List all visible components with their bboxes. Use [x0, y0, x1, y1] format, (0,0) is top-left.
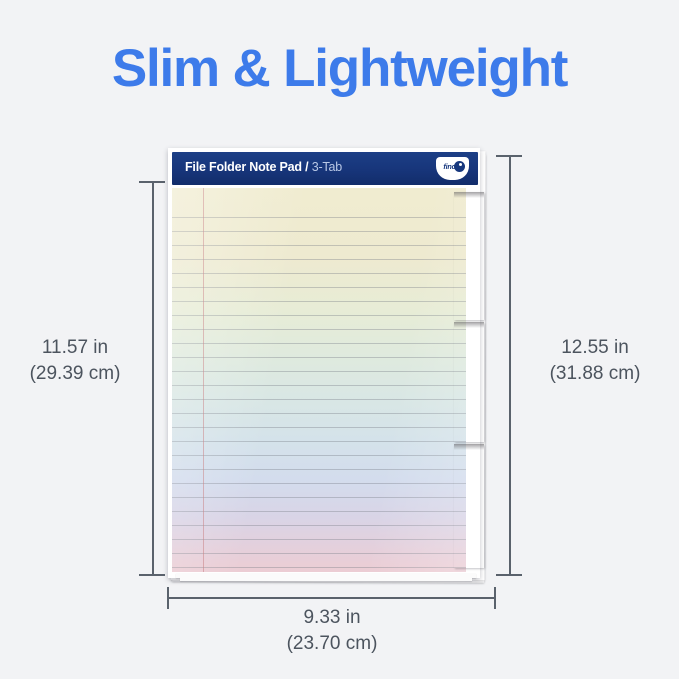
dimension-label-height-inner-in: 11.57 in — [41, 337, 109, 358]
pad-header-subtitle: 3-Tab — [311, 160, 342, 174]
dimension-label-width-cm: (23.70 cm) — [286, 633, 378, 654]
dimension-label-height-outer-cm: (31.88 cm) — [549, 363, 641, 384]
logo-swoosh-icon — [454, 160, 465, 172]
page-edge-upper — [176, 573, 476, 578]
dimension-cap-height-inner-top — [139, 181, 165, 183]
dimension-cap-height-outer-bottom — [496, 574, 522, 576]
dimension-label-width: 9.33 in (23.70 cm) — [232, 605, 432, 657]
find-it-logo: find it — [436, 157, 469, 180]
index-tab-blue-face — [454, 192, 484, 320]
index-tab-pink-notch — [454, 322, 484, 328]
dimension-label-width-in: 9.33 in — [303, 607, 361, 628]
index-tab-mint-face — [454, 444, 484, 568]
dimension-label-height-inner-cm: (29.39 cm) — [29, 363, 121, 384]
dimension-label-height-outer-in: 12.55 in — [561, 337, 629, 358]
dimension-cap-height-inner-bottom — [139, 574, 165, 576]
page-title: Slim & Lightweight — [111, 39, 569, 98]
index-tab-blue-notch — [454, 192, 484, 198]
dimension-label-height-inner: 11.57 in (29.39 cm) — [10, 335, 140, 387]
index-tab-pink-face — [454, 322, 484, 442]
dimension-cap-height-outer-top — [496, 155, 522, 157]
logo-text: find it — [443, 162, 462, 171]
dimension-line-height-outer — [509, 156, 511, 575]
pad-header-band: File Folder Note Pad / 3-Tab find it — [172, 152, 478, 185]
logo-swoosh-dot-icon — [458, 162, 462, 166]
dimension-cap-width-right — [494, 587, 496, 609]
pad-header-separator: / — [301, 160, 312, 174]
dimension-cap-width-left — [167, 587, 169, 609]
pad-header-text: File Folder Note Pad / 3-Tab — [185, 160, 342, 174]
index-tab-mint — [454, 444, 484, 568]
note-pad-body: File Folder Note Pad / 3-Tab find it — [168, 148, 484, 581]
index-tab-mint-notch — [454, 444, 484, 450]
paper-margin-line — [203, 188, 204, 572]
dimension-line-width — [167, 597, 496, 599]
pad-header-title: File Folder Note Pad — [185, 160, 302, 174]
ruled-paper-sheet — [172, 188, 466, 572]
dimension-label-height-outer: 12.55 in (31.88 cm) — [520, 335, 670, 387]
index-tab-pink — [454, 322, 484, 442]
dimension-line-height-inner — [152, 182, 154, 575]
page-edge-lower — [180, 577, 472, 581]
index-tab-blue — [454, 192, 484, 320]
paper-rule-lines — [172, 204, 466, 572]
product-image: File Folder Note Pad / 3-Tab find it — [168, 148, 488, 583]
